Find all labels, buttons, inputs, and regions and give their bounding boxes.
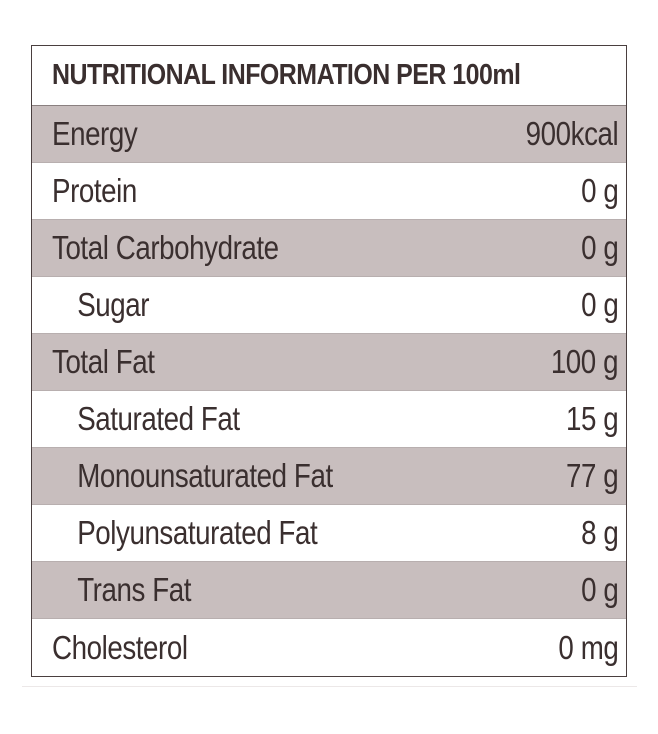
- row-label: Trans Fat: [77, 571, 192, 608]
- row-value: 900kcal: [525, 115, 618, 152]
- table-row-cholesterol: Cholesterol 0 mg: [32, 619, 626, 676]
- table-row-saturated-fat: Saturated Fat 15 g: [32, 391, 626, 448]
- table-row-polyunsaturated-fat: Polyunsaturated Fat 8 g: [32, 505, 626, 562]
- row-label: Saturated Fat: [77, 400, 240, 437]
- row-label: Total Fat: [52, 343, 155, 380]
- row-value: 15 g: [565, 400, 619, 437]
- row-label: Polyunsaturated Fat: [77, 514, 318, 551]
- table-title: NUTRITIONAL INFORMATION PER 100ml: [52, 59, 521, 91]
- row-value: 0 g: [580, 229, 619, 266]
- row-value: 77 g: [565, 457, 619, 494]
- row-value: 8 g: [580, 514, 619, 551]
- row-value: 0 g: [580, 571, 619, 608]
- row-value: 0 mg: [558, 628, 618, 666]
- row-label: Monounsaturated Fat: [77, 457, 333, 494]
- divider-line: [22, 686, 637, 687]
- row-label: Energy: [52, 115, 138, 152]
- row-label: Total Carbohydrate: [52, 229, 279, 266]
- table-header: NUTRITIONAL INFORMATION PER 100ml: [32, 46, 626, 106]
- table-row-monounsaturated-fat: Monounsaturated Fat 77 g: [32, 448, 626, 505]
- row-label: Cholesterol: [52, 628, 188, 666]
- table-row-total-fat: Total Fat 100 g: [32, 334, 626, 391]
- row-value: 0 g: [580, 172, 619, 209]
- nutrition-table: NUTRITIONAL INFORMATION PER 100ml Energy…: [31, 45, 627, 677]
- table-row-total-carbohydrate: Total Carbohydrate 0 g: [32, 220, 626, 277]
- row-label: Sugar: [77, 286, 150, 323]
- table-row-sugar: Sugar 0 g: [32, 277, 626, 334]
- row-label: Protein: [52, 172, 137, 209]
- row-value: 100 g: [550, 343, 619, 380]
- table-row-trans-fat: Trans Fat 0 g: [32, 562, 626, 619]
- row-value: 0 g: [580, 286, 619, 323]
- table-row-energy: Energy 900kcal: [32, 106, 626, 163]
- table-row-protein: Protein 0 g: [32, 163, 626, 220]
